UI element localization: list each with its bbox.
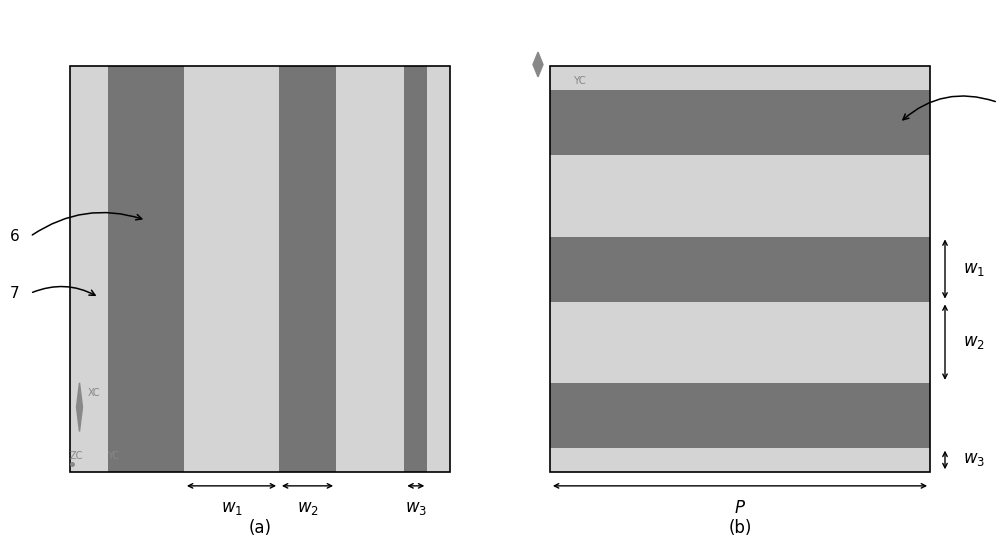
Text: $\mathit{w}_1$: $\mathit{w}_1$ [221,500,242,517]
Text: $\mathit{w}_1$: $\mathit{w}_1$ [963,261,985,277]
Text: 6: 6 [10,229,20,244]
Text: (a): (a) [248,519,272,537]
Text: $\mathit{w}_2$: $\mathit{w}_2$ [297,500,318,517]
Bar [70,66,450,472]
Polygon shape [77,383,83,432]
Bar [550,448,930,472]
Bar [550,237,930,301]
Bar [550,155,930,237]
Bar [70,66,108,472]
Text: $\mathit{w}_3$: $\mathit{w}_3$ [963,451,985,468]
Bar [550,66,930,472]
Text: YC: YC [107,451,119,461]
Text: (b): (b) [728,519,752,537]
Polygon shape [533,52,543,77]
Text: ZC: ZC [70,451,83,461]
Bar [550,90,930,155]
Text: XC: XC [88,388,100,398]
Text: 7: 7 [10,286,20,301]
Text: $\mathit{w}_3$: $\mathit{w}_3$ [405,500,427,517]
Text: YC: YC [573,76,586,86]
Bar [550,301,930,383]
Text: $P$: $P$ [734,500,746,517]
Bar [550,383,930,448]
Bar [184,66,279,472]
Bar [550,66,930,472]
Bar [427,66,450,472]
Bar [336,66,404,472]
Text: $\mathit{w}_2$: $\mathit{w}_2$ [963,334,985,351]
Bar [70,66,450,472]
Bar [404,66,427,472]
Bar [108,66,184,472]
Bar [550,66,930,90]
Bar [279,66,336,472]
